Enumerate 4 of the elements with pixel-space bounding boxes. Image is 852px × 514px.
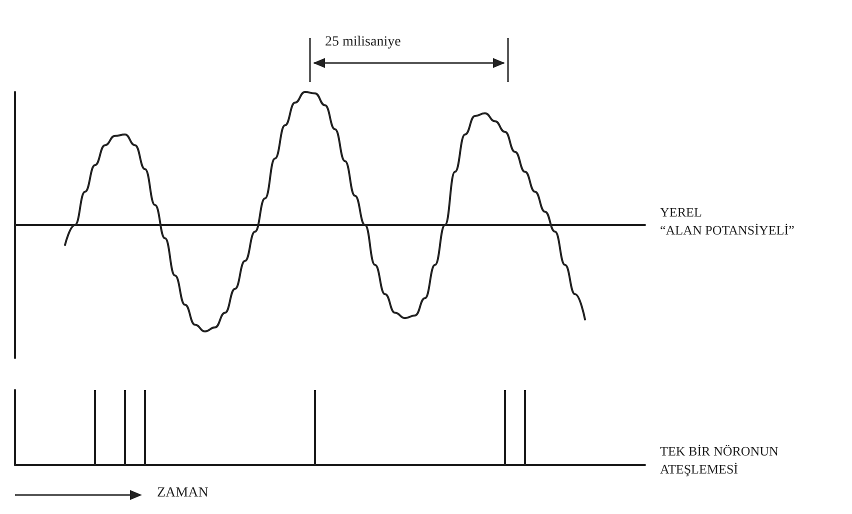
- text: 25 milisaniye: [325, 34, 401, 50]
- x-axis-title: ZAMAN: [157, 486, 208, 500]
- text: TEK BİR NÖRONUN ATEŞLEMESİ: [660, 444, 782, 476]
- text: YEREL “ALAN POTANSİYELİ”: [660, 204, 795, 238]
